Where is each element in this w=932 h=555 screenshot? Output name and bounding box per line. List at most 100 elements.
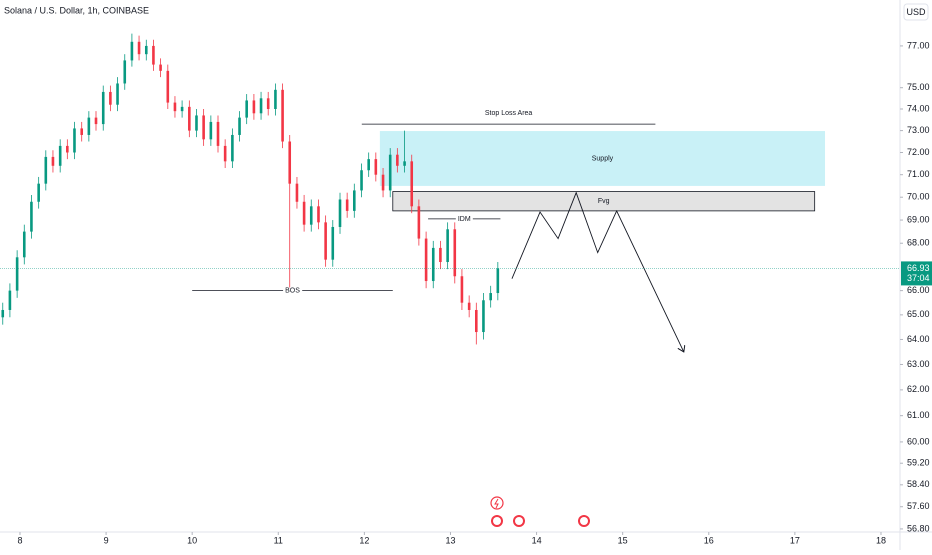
candle-body xyxy=(173,102,177,112)
candle-body xyxy=(123,60,127,84)
candle-body xyxy=(166,70,170,103)
y-tick-label: 64.00 xyxy=(907,334,930,344)
candle-body xyxy=(30,201,33,232)
last-price-badge xyxy=(901,261,932,286)
event-icon-inner xyxy=(493,517,501,525)
level-label: Stop Loss Area xyxy=(485,110,533,117)
candle-body xyxy=(137,41,141,55)
candle-body xyxy=(281,89,284,142)
candle-body xyxy=(8,290,12,310)
candle-body xyxy=(22,231,26,258)
candle-body xyxy=(467,302,471,310)
candle-body xyxy=(381,174,385,191)
axis-layer: 77.00 75.00 74.00 73.00 72.00 71.00 70.00 69.00… xyxy=(17,40,932,545)
y-tick-label: 61.00 xyxy=(907,410,930,420)
x-tick-label: 12 xyxy=(359,535,369,545)
candle-body xyxy=(245,100,248,118)
y-tick-label: 68.00 xyxy=(907,238,930,248)
candle-body xyxy=(496,268,500,294)
x-tick-label: 17 xyxy=(790,535,800,545)
candle-body xyxy=(216,121,220,146)
candle-body xyxy=(446,229,449,263)
candle-body xyxy=(87,117,91,135)
level-label: IDM xyxy=(458,216,471,223)
candle-body xyxy=(58,145,62,166)
candle-body xyxy=(396,154,399,166)
y-tick-label: 60.00 xyxy=(907,436,930,446)
x-tick-label: 13 xyxy=(445,535,455,545)
candle-body xyxy=(180,106,184,112)
candle-body xyxy=(345,199,349,211)
y-tick-label: 63.00 xyxy=(907,359,930,369)
candle-body xyxy=(410,161,414,207)
candle-body xyxy=(116,83,119,105)
box-layer xyxy=(379,131,826,212)
candle-body xyxy=(188,106,191,131)
currency-label[interactable]: USD xyxy=(906,7,926,17)
candle-body xyxy=(94,117,98,125)
y-tick-label: 65.00 xyxy=(907,309,930,319)
zone-box xyxy=(392,191,816,212)
candle-body xyxy=(44,156,48,184)
candle-body xyxy=(252,100,256,114)
candle-body xyxy=(353,190,356,211)
x-tick-label: 18 xyxy=(876,535,886,545)
y-tick-label: 58.40 xyxy=(907,479,930,489)
candle-body xyxy=(431,247,435,282)
y-tick-label: 57.60 xyxy=(907,501,930,511)
chart-title: Solana / U.S. Dollar, 1h, COINBASE xyxy=(4,5,149,15)
candle-body xyxy=(367,159,370,171)
candle-body xyxy=(439,247,442,263)
candle-body xyxy=(66,145,69,153)
candle-body xyxy=(309,206,313,225)
candle-body xyxy=(152,45,155,65)
currency-button[interactable] xyxy=(903,3,929,21)
x-tick-label: 9 xyxy=(104,535,109,545)
candle-body xyxy=(360,170,363,191)
event-icon[interactable] xyxy=(490,496,504,510)
candle-body xyxy=(338,199,342,227)
level-label: BOS xyxy=(285,287,300,294)
candle-body xyxy=(195,115,198,131)
candle-body xyxy=(209,121,213,140)
zone-label: Supply xyxy=(592,155,614,162)
candle-body xyxy=(475,309,478,333)
candle-body xyxy=(80,128,84,135)
candle-body xyxy=(460,276,464,303)
y-tick-label: 72.00 xyxy=(907,147,930,157)
y-tick-label: 69.00 xyxy=(907,214,930,224)
candle-body xyxy=(302,201,306,225)
y-tick-label: 59.20 xyxy=(907,458,930,468)
y-tick-label: 77.00 xyxy=(907,40,930,50)
y-tick-label: 75.00 xyxy=(907,82,930,92)
x-tick-label: 16 xyxy=(704,535,714,545)
y-tick-label: 62.00 xyxy=(907,384,930,394)
zone-box xyxy=(379,131,826,186)
candle-body xyxy=(73,128,76,153)
candle-body xyxy=(109,91,112,105)
last-price-label: 66.93 xyxy=(907,263,930,273)
x-tick-label: 8 xyxy=(17,535,22,545)
y-tick-label: 56.80 xyxy=(907,523,930,533)
candle-body xyxy=(101,91,105,125)
candle-body xyxy=(159,64,162,71)
event-icon-inner xyxy=(515,517,523,525)
event-icons xyxy=(490,496,590,527)
event-icon-bolt xyxy=(494,498,499,509)
candle-body xyxy=(453,229,457,277)
candle-body xyxy=(259,98,263,114)
candle-body xyxy=(274,89,277,110)
x-tick-label: 10 xyxy=(187,535,197,545)
candle-body xyxy=(37,183,40,202)
event-icon-inner xyxy=(580,517,588,525)
y-tick-label: 70.00 xyxy=(907,192,930,202)
candle-body xyxy=(231,134,234,162)
candle-body xyxy=(288,141,292,184)
projection-path xyxy=(511,191,684,352)
candle-body xyxy=(388,154,392,191)
y-tick-label: 74.00 xyxy=(907,103,930,113)
candle-body xyxy=(223,145,227,162)
candle-body xyxy=(324,222,327,260)
